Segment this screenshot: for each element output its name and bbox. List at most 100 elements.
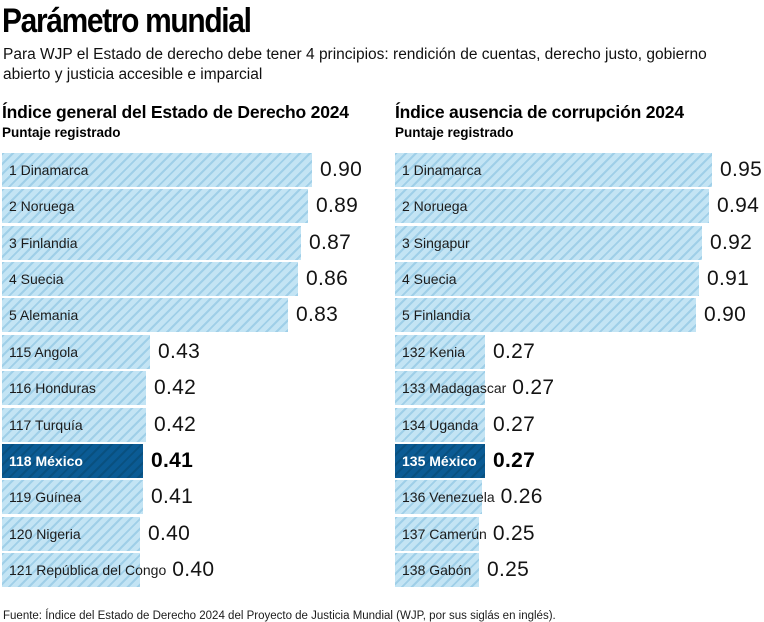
bar-label: 3 Finlandia xyxy=(9,234,78,251)
bars-container: 1 Dinamarca 0.95 2 Noruega 0.94 3 Singapur 0.… xyxy=(395,152,764,588)
bar-label-area: 120 Nigeria xyxy=(2,526,142,542)
bar-label: 1 Dinamarca xyxy=(9,161,89,178)
chart-rule-of-law: Índice general del Estado de Derecho 202… xyxy=(2,102,395,590)
bar-label-area: 135 México xyxy=(395,453,487,469)
bar xyxy=(2,516,140,551)
bar-row: 115 Angola 0.43 xyxy=(2,334,395,369)
bars-container: 1 Dinamarca 0.90 2 Noruega 0.89 3 Finlandia 0… xyxy=(2,152,395,588)
bar-value: 0.41 xyxy=(151,449,194,473)
bar-row: 119 Guínea 0.41 xyxy=(2,480,395,515)
bar-row: 4 Suecia 0.86 xyxy=(2,262,395,297)
bar-row: 2 Noruega 0.89 xyxy=(2,189,395,224)
bar-label: 4 Suecia xyxy=(402,271,457,288)
bar-label: 119 Guínea xyxy=(9,489,82,506)
bar-value: 0.91 xyxy=(707,267,750,291)
bar-label: 133 Madagascar xyxy=(402,380,507,397)
page-title: Parámetro mundial xyxy=(2,2,252,40)
bar-value: 0.27 xyxy=(493,339,536,363)
bar-label-area: 2 Noruega xyxy=(2,198,310,214)
bar xyxy=(2,480,143,515)
bar-label: 120 Nigeria xyxy=(9,525,81,542)
bar-label-area: 132 Kenia xyxy=(395,344,487,360)
bar-label-area: 116 Honduras xyxy=(2,380,148,396)
bar-value: 0.95 xyxy=(720,157,763,181)
bar xyxy=(2,407,146,442)
bar xyxy=(2,262,298,297)
bar-value: 0.87 xyxy=(309,230,352,254)
bar-value: 0.27 xyxy=(493,412,536,436)
bar-value: 0.90 xyxy=(704,303,747,327)
bar-value: 0.27 xyxy=(512,376,555,400)
bar xyxy=(2,152,312,187)
bar-row: 120 Nigeria 0.40 xyxy=(2,516,395,551)
bar-value: 0.43 xyxy=(158,339,201,363)
bar-value: 0.40 xyxy=(148,521,191,545)
bar-value: 0.92 xyxy=(710,230,753,254)
bar-label-area: 118 México xyxy=(2,453,145,469)
bar-label-area: 115 Angola xyxy=(2,344,152,360)
bar-label: 135 México xyxy=(402,453,477,470)
bar-value: 0.83 xyxy=(296,303,339,327)
bar xyxy=(2,189,308,224)
bar-label: 2 Noruega xyxy=(402,198,468,215)
bar-value: 0.26 xyxy=(500,485,543,509)
bar xyxy=(2,371,146,406)
bar-row: 134 Uganda 0.27 xyxy=(395,407,764,442)
bar-label-area: 1 Dinamarca xyxy=(395,162,714,178)
bar-value: 0.41 xyxy=(151,485,194,509)
bar-row: 121 República del Congo 0.40 xyxy=(2,553,395,588)
bar-label: 5 Finlandia xyxy=(402,307,471,324)
bar xyxy=(395,298,696,333)
bar-value: 0.25 xyxy=(487,558,530,582)
bar xyxy=(395,334,485,369)
bar-label-area: 3 Finlandia xyxy=(2,235,303,251)
bar-value: 0.25 xyxy=(492,521,535,545)
bar-label-area: 137 Camerún xyxy=(395,526,487,542)
bar xyxy=(395,371,485,406)
bar xyxy=(2,334,150,369)
bar-label-area: 4 Suecia xyxy=(395,271,701,287)
bar-row: 1 Dinamarca 0.95 xyxy=(395,152,764,187)
highlighted-bar xyxy=(395,444,485,479)
bar-value: 0.42 xyxy=(154,412,197,436)
bar-row: 116 Honduras 0.42 xyxy=(2,371,395,406)
bar-label-area: 2 Noruega xyxy=(395,198,711,214)
chart-title: Índice ausencia de corrupción 2024 xyxy=(395,101,684,122)
bar xyxy=(395,480,482,515)
bar-label-area: 119 Guínea xyxy=(2,489,145,505)
bar-row: 138 Gabón 0.25 xyxy=(395,553,764,588)
bar xyxy=(395,152,712,187)
bar xyxy=(395,553,479,588)
bar-label: 4 Suecia xyxy=(9,271,64,288)
bar-label-area: 134 Uganda xyxy=(395,417,487,433)
bar xyxy=(395,225,702,260)
bar-row: 4 Suecia 0.91 xyxy=(395,262,764,297)
bar xyxy=(395,189,709,224)
charts-row: Índice general del Estado de Derecho 202… xyxy=(2,102,764,590)
bar-label: 132 Kenia xyxy=(402,343,466,360)
bar-label-area: 121 República del Congo xyxy=(2,562,166,578)
bar xyxy=(395,262,699,297)
bar-label-area: 1 Dinamarca xyxy=(2,162,314,178)
bar-label-area: 117 Turquía xyxy=(2,417,148,433)
bar-label-area: 5 Alemania xyxy=(2,307,290,323)
bar-value: 0.27 xyxy=(493,449,536,473)
bar-label: 117 Turquía xyxy=(9,416,83,433)
bar-value: 0.94 xyxy=(717,194,760,218)
bar-row: 3 Finlandia 0.87 xyxy=(2,225,395,260)
bar-label-area: 138 Gabón xyxy=(395,562,481,578)
bar-label: 3 Singapur xyxy=(402,234,470,251)
bar-value: 0.86 xyxy=(306,267,349,291)
bar-label: 136 Venezuela xyxy=(402,489,495,506)
bar-row-highlighted: 135 México 0.27 xyxy=(395,444,764,479)
bar-row: 1 Dinamarca 0.90 xyxy=(2,152,395,187)
bar xyxy=(395,516,479,551)
bar-label-area: 3 Singapur xyxy=(395,235,704,251)
source-note: Fuente: Índice del Estado de Derecho 202… xyxy=(3,609,556,622)
bar-value: 0.40 xyxy=(172,558,215,582)
chart-absence-of-corruption: Índice ausencia de corrupción 2024 Punta… xyxy=(395,102,764,590)
bar-label-area: 133 Madagascar xyxy=(395,380,506,396)
bar-row: 2 Noruega 0.94 xyxy=(395,189,764,224)
bar-row: 3 Singapur 0.92 xyxy=(395,225,764,260)
chart-title: Índice general del Estado de Derecho 202… xyxy=(2,101,349,122)
